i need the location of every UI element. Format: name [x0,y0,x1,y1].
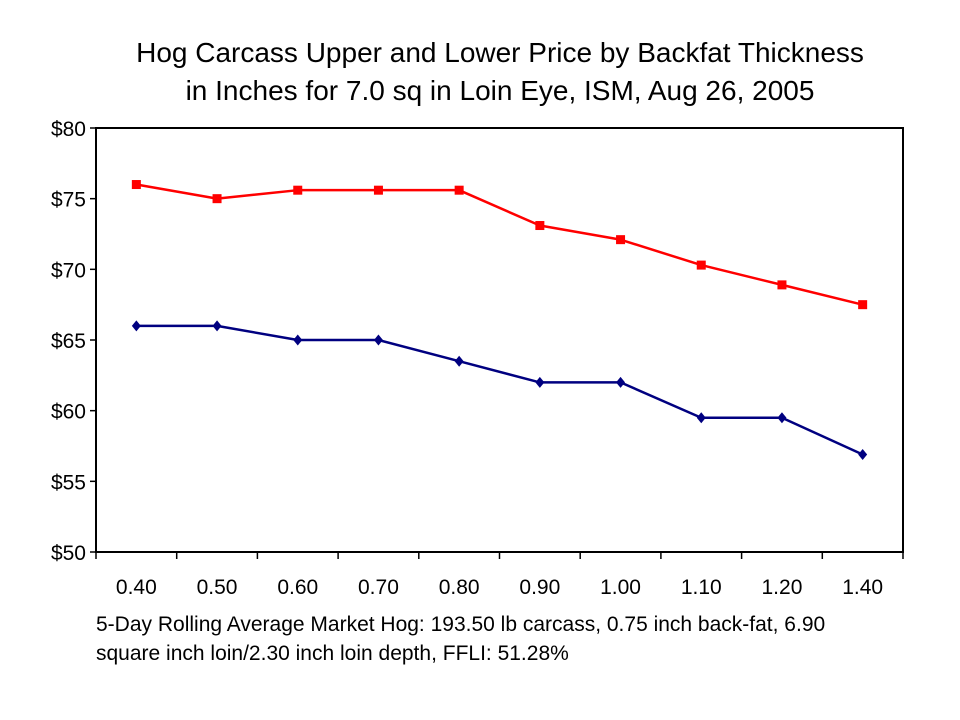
chart-title: Hog Carcass Upper and Lower Price by Bac… [0,34,960,110]
data-point-diamond [777,412,787,424]
x-tick-label: 1.10 [681,576,722,599]
data-point-square [454,185,464,195]
x-tick-label: 0.80 [439,576,480,599]
data-point-square [777,280,787,290]
y-tick-label: $50 [51,542,86,565]
data-point-diamond [616,376,626,388]
footnote-line-1: 5-Day Rolling Average Market Hog: 193.50… [96,613,826,636]
data-point-diamond [535,376,545,388]
x-tick-label: 0.40 [116,576,157,599]
data-point-diamond [293,334,303,346]
data-point-diamond [454,355,464,367]
data-point-square [858,300,868,310]
y-tick-label: $60 [51,401,86,424]
x-tick-label: 1.40 [842,576,883,599]
x-tick-label: 0.50 [197,576,238,599]
x-tick-label: 0.60 [277,576,318,599]
x-tick-label: 1.20 [762,576,803,599]
x-axis: 0.40 0.50 0.60 0.70 0.80 0.90 1.00 1.10 1.20 1.40 [95,552,904,599]
data-point-diamond [696,412,706,424]
y-tick-label: $65 [51,330,86,353]
y-tick-label: $70 [51,259,86,282]
y-tick-label: $80 [51,118,86,141]
series-layer [131,180,868,460]
chart-footnote: 5-Day Rolling Average Market Hog: 193.50… [96,610,946,668]
data-point-square [293,185,303,195]
plot-frame [95,127,904,553]
x-tick-label: 0.70 [358,576,399,599]
series-line [136,324,864,456]
series-1 [131,180,868,310]
chart-title-line-2: in Inches for 7.0 sq in Loin Eye, ISM, A… [185,75,815,106]
data-point-square [212,194,222,204]
data-point-square [131,180,141,190]
series-line [136,183,863,306]
data-point-square [535,221,545,231]
data-point-diamond [131,320,141,332]
data-point-diamond [212,320,222,332]
x-tick-label: 1.00 [600,576,641,599]
y-axis: $50 $55 $60 $65 $70 $75 $80 [51,118,96,565]
chart-title-line-1: Hog Carcass Upper and Lower Price by Bac… [136,37,864,68]
y-tick-label: $55 [51,471,86,494]
data-point-square [373,185,383,195]
data-point-square [616,235,626,245]
data-point-diamond [373,334,383,346]
plot-area [95,127,904,553]
y-tick-label: $75 [51,189,86,212]
series-2 [131,320,868,460]
footnote-line-2: square inch loin/2.30 inch loin depth, F… [96,642,569,665]
data-point-diamond [858,448,868,460]
data-point-square [696,260,706,270]
x-tick-label: 0.90 [519,576,560,599]
